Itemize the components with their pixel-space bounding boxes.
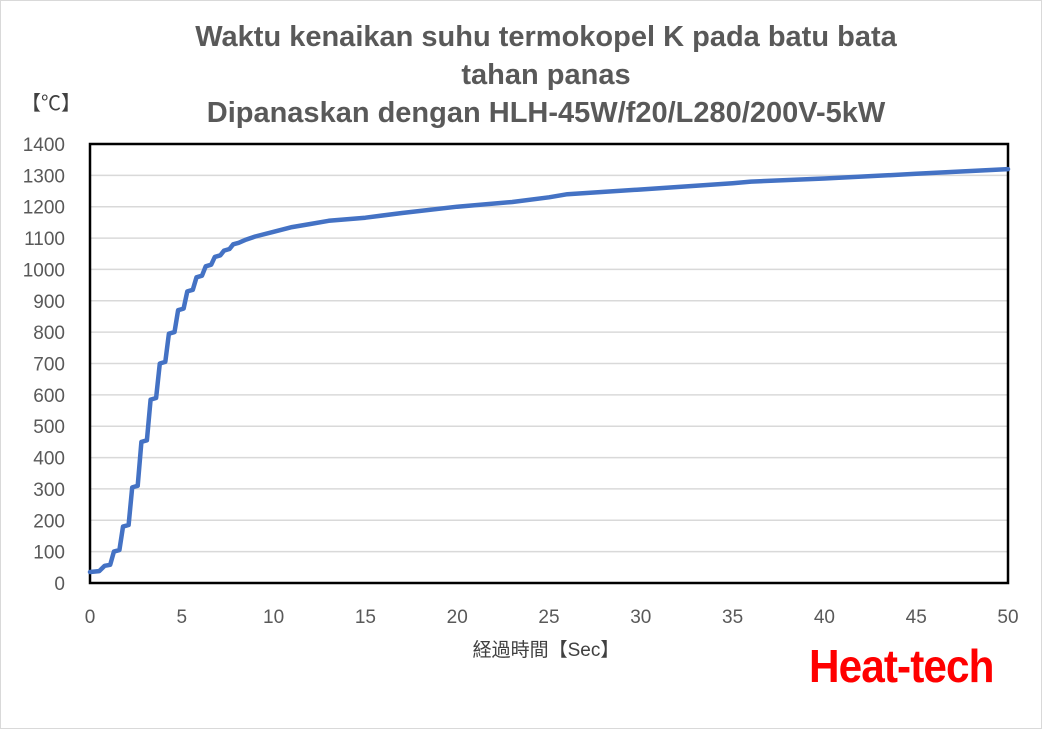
- y-tick-label: 400: [33, 449, 65, 470]
- y-tick-label: 1200: [23, 198, 65, 219]
- x-tick-label: 10: [263, 607, 284, 628]
- y-tick-label: 1300: [23, 166, 65, 187]
- x-tick-label: 45: [906, 607, 927, 628]
- chart-title-line-1: Waktu kenaikan suhu termokopel K pada ba…: [195, 21, 897, 53]
- x-tick-label: 0: [85, 607, 96, 628]
- plot-border: [88, 142, 1010, 585]
- x-tick-label: 40: [814, 607, 835, 628]
- y-tick-label: 900: [33, 292, 65, 313]
- y-tick-label: 200: [33, 511, 65, 532]
- y-tick-label: 100: [33, 543, 65, 564]
- y-tick-label: 1400: [23, 135, 65, 156]
- y-axis-label: 【℃】: [21, 93, 81, 115]
- y-tick-label: 700: [33, 355, 65, 376]
- x-tick-label: 25: [538, 607, 559, 628]
- x-tick-label: 15: [355, 607, 376, 628]
- x-tick-label: 30: [630, 607, 651, 628]
- y-tick-label: 600: [33, 386, 65, 407]
- y-tick-label: 800: [33, 323, 65, 344]
- y-tick-label: 500: [33, 417, 65, 438]
- y-tick-label: 1000: [23, 260, 65, 281]
- heat-tech-logo: Heat-tech: [809, 640, 994, 692]
- y-tick-label: 300: [33, 480, 65, 501]
- x-tick-label: 5: [177, 607, 188, 628]
- y-tick-label: 1100: [24, 229, 65, 250]
- chart-title-line-2: tahan panas: [461, 59, 631, 91]
- x-tick-label: 35: [722, 607, 743, 628]
- temperature-series-line: [87, 166, 1011, 575]
- chart-title-line-3: Dipanaskan dengan HLH-45W/f20/L280/200V-…: [206, 97, 886, 129]
- x-axis-label: 経過時間【Sec】: [472, 640, 620, 661]
- x-tick-label: 50: [997, 607, 1018, 628]
- y-tick-label: 0: [54, 574, 65, 595]
- x-tick-label: 20: [447, 607, 468, 628]
